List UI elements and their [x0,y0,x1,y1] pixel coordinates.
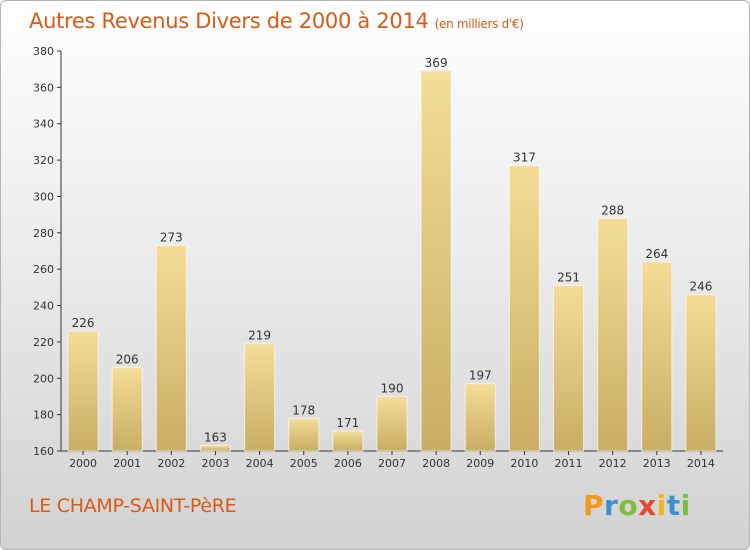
y-tick-label: 360 [33,81,54,94]
x-tick-label: 2005 [290,457,318,470]
bar-value-label: 197 [469,369,492,383]
bar-value-label: 251 [557,271,580,285]
commune-name: LE CHAMP-SAINT-PèRE [29,495,237,517]
x-tick-label: 2001 [113,457,141,470]
x-tick-label: 2010 [510,457,538,470]
bar-value-label: 171 [336,416,359,430]
bar [420,70,452,452]
x-tick-label: 2013 [643,457,671,470]
bar [685,294,717,452]
y-tick-label: 320 [33,154,54,167]
logo-letter: i [656,489,667,522]
bar-value-label: 288 [601,203,624,217]
x-tick-label: 2009 [466,457,494,470]
bar [155,245,187,452]
bar-value-label: 219 [248,329,271,343]
bar [376,395,408,452]
x-tick-label: 2011 [555,457,583,470]
y-tick-label: 340 [33,118,54,131]
y-tick-label: 220 [33,336,54,349]
x-tick-label: 2003 [201,457,229,470]
chart-title: Autres Revenus Divers de 2000 à 2014 (en … [29,9,524,33]
y-tick-label: 180 [33,409,54,422]
proxiti-logo: Proxiti [583,489,691,522]
bar [67,330,99,452]
bar [641,261,673,452]
y-tick-label: 240 [33,300,54,313]
y-tick-label: 280 [33,227,54,240]
bar [111,366,143,452]
bar [464,383,496,452]
bar [332,430,364,452]
bar-value-label: 273 [160,231,183,245]
chart-unit: (en milliers d'€) [434,17,524,31]
x-tick-label: 2006 [334,457,362,470]
x-tick-label: 2000 [69,457,97,470]
chart-title-text: Autres Revenus Divers de 2000 à 2014 [29,9,429,33]
x-tick-label: 2004 [246,457,274,470]
bar-value-label: 317 [513,151,536,165]
bar [597,217,629,452]
bar-value-label: 206 [116,352,139,366]
bar-value-label: 163 [204,431,227,445]
logo-letter: x [638,489,657,522]
x-tick-label: 2014 [687,457,715,470]
bar [199,445,231,452]
y-tick-label: 380 [33,45,54,58]
logo-letter: P [583,489,605,522]
bar [288,417,320,452]
logo-letter: o [618,489,639,522]
x-tick-label: 2002 [157,457,185,470]
y-tick-label: 260 [33,263,54,276]
bar-value-label: 190 [381,381,404,395]
bar-value-label: 246 [689,280,712,294]
logo-letter: i [680,489,691,522]
bar [244,343,276,452]
y-tick-label: 200 [33,372,54,385]
x-tick-label: 2007 [378,457,406,470]
bar-value-label: 178 [292,403,315,417]
logo-letter: t [666,489,681,522]
y-tick-label: 300 [33,190,54,203]
x-tick-label: 2012 [599,457,627,470]
x-tick-label: 2008 [422,457,450,470]
bar-value-label: 226 [72,316,95,330]
bar [508,165,540,452]
bar-value-label: 264 [645,247,668,261]
logo-letter: r [604,489,619,522]
bar [553,285,585,452]
bar-value-label: 369 [425,56,448,70]
y-tick-label: 160 [33,445,54,458]
